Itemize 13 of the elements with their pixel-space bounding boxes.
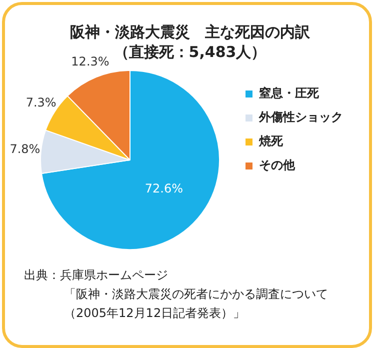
legend-label: 外傷性ショック xyxy=(258,110,343,124)
data-label: 12.3% xyxy=(71,54,110,68)
legend-label: 焼死 xyxy=(258,134,284,148)
source-note: 出典：兵庫県ホームページ xyxy=(24,267,169,284)
legend-label: その他 xyxy=(259,158,296,172)
data-label: 7.8% xyxy=(10,142,40,156)
text: 「阪神・淡路大震災の死者にかかる調査について xyxy=(63,286,328,303)
text: （2005年12月12日記者発表）」 xyxy=(63,305,246,322)
chart-title: 阪神・淡路大震災 主な死因の内訳 xyxy=(70,22,311,41)
data-label: 7.3% xyxy=(26,95,56,110)
data-label: 72.6% xyxy=(144,181,183,196)
legend-label: 窒息・圧死 xyxy=(259,86,320,100)
chart-subtitle: （直接死：5,483人） xyxy=(114,42,266,61)
